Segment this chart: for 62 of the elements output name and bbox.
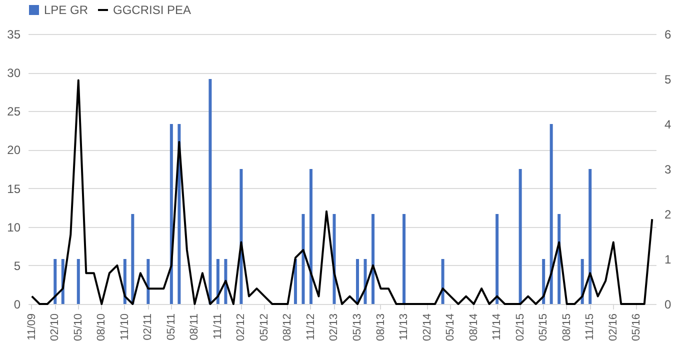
x-tick-label: 02/13 (328, 314, 340, 342)
bar (131, 214, 134, 304)
x-tick-label: 11/09 (26, 314, 38, 340)
x-tick-label: 02/10 (49, 314, 62, 342)
x-tick-label: 02/11 (142, 314, 154, 340)
bar (518, 169, 522, 304)
bar (441, 259, 444, 304)
y2-tick-label: 2 (664, 208, 672, 222)
x-tick-label: 05/11 (165, 314, 178, 340)
bar (550, 124, 553, 304)
x-tick-label: 02/14 (421, 314, 434, 342)
x-tick-label: 05/15 (538, 314, 550, 342)
bar (76, 259, 80, 304)
legend-label: LPE GR (44, 3, 88, 17)
x-tick-label: 05/12 (258, 314, 270, 342)
bar (402, 214, 406, 304)
x-tick-label: 05/13 (352, 314, 364, 342)
x-tick-label: 02/15 (514, 314, 526, 342)
bar (216, 259, 220, 304)
x-tick-label: 11/13 (398, 314, 410, 340)
y-tick-label: 30 (7, 66, 21, 80)
y2-tick-label: 3 (664, 162, 672, 176)
x-tick-label: 08/15 (560, 314, 573, 342)
x-tick-label: 11/12 (304, 314, 317, 340)
x-tick-label: 05/14 (444, 314, 457, 342)
x-tick-label: 05/10 (72, 314, 84, 342)
line-series (30, 79, 654, 305)
bar (496, 214, 499, 304)
bar (146, 259, 150, 304)
y-tick-label: 10 (7, 220, 21, 234)
x-tick-label: 02/12 (235, 314, 248, 342)
x-tick-label: 08/10 (96, 314, 108, 342)
y-tick-label: 20 (7, 143, 21, 158)
y-tick-label: 25 (7, 104, 21, 119)
y-tick-label: 0 (14, 298, 21, 312)
bar (356, 259, 360, 304)
legend-label: GGCRISI PEA (113, 3, 192, 17)
x-tick-label: 11/10 (118, 314, 131, 340)
y2-tick-label: 0 (664, 298, 672, 312)
x-tick-label: 08/13 (374, 314, 387, 342)
x-tick-label: 05/16 (630, 314, 643, 342)
bar (309, 169, 312, 304)
x-tick-label: 11/14 (491, 314, 504, 340)
y-tick-label: 5 (14, 258, 21, 273)
bar (372, 214, 375, 304)
x-tick-label: 08/11 (188, 314, 201, 340)
y2-tick-label: 4 (664, 118, 672, 132)
y-tick-label: 15 (7, 182, 21, 196)
y-tick-label: 35 (7, 28, 21, 42)
bar (302, 214, 305, 304)
x-tick-label: 08/14 (468, 314, 480, 342)
x-tick-label: 11/11 (212, 314, 224, 340)
y2-tick-label: 6 (664, 28, 672, 42)
y2-tick-label: 5 (664, 72, 672, 86)
x-tick-label: 08/12 (282, 314, 294, 342)
x-tick-label: 02/16 (607, 314, 620, 342)
x-tick-label: 11/15 (584, 314, 596, 340)
bar (240, 169, 243, 304)
y2-tick-label: 1 (664, 252, 672, 266)
bar (208, 79, 212, 304)
bar (588, 169, 592, 304)
bar (54, 259, 57, 304)
